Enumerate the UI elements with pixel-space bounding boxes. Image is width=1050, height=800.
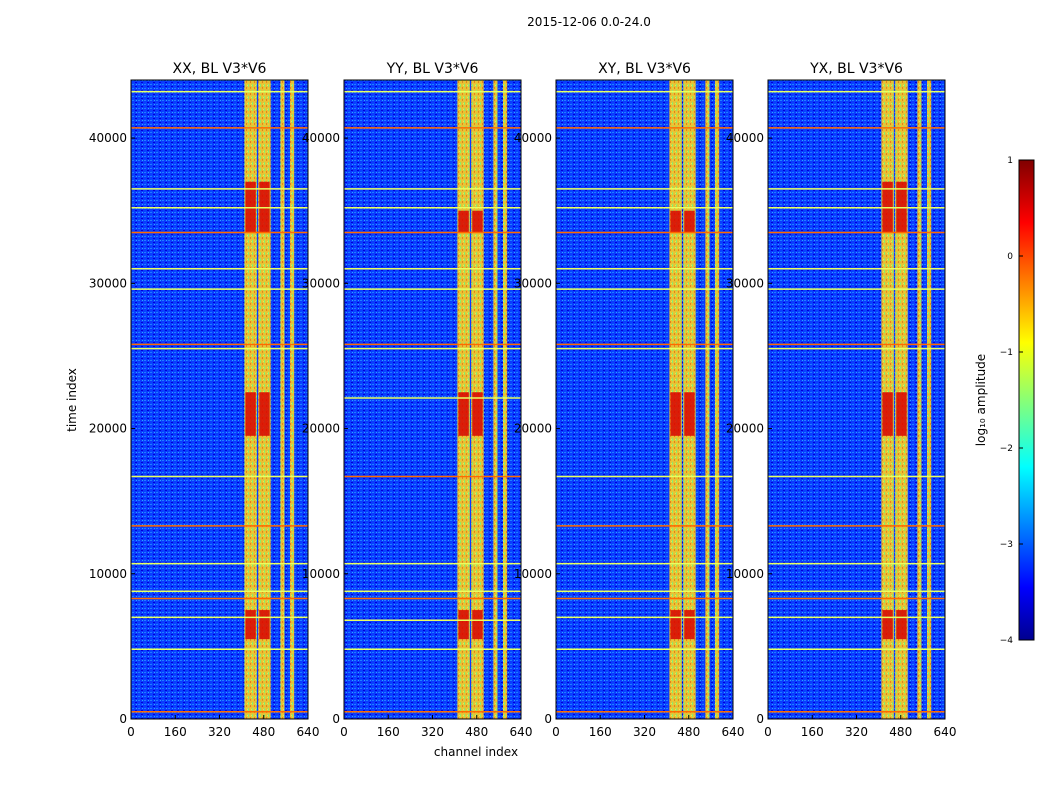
colorbar-tick-label: −1 xyxy=(1000,348,1013,358)
channel-band-4 xyxy=(290,80,295,719)
x-tick-label: 160 xyxy=(801,725,824,739)
y-axis-label: time index xyxy=(65,368,79,432)
x-tick-label: 640 xyxy=(510,725,533,739)
channel-band-4 xyxy=(715,80,720,719)
strong-region-2-1 xyxy=(882,392,893,436)
figure-suptitle: 2015-12-06 0.0-24.0 xyxy=(527,15,651,29)
y-tick-label: 10000 xyxy=(726,567,764,581)
y-tick-label: 10000 xyxy=(89,567,127,581)
y-tick-label: 30000 xyxy=(726,276,764,290)
y-tick-label: 0 xyxy=(119,712,127,726)
x-tick-label: 160 xyxy=(164,725,187,739)
y-tick-label: 30000 xyxy=(514,276,552,290)
panel-3: XY, BL V3*V6 0 160 320 480 640 0 10000 20000 3000… xyxy=(514,61,745,739)
x-tick-label: 320 xyxy=(845,725,868,739)
x-tick-label: 480 xyxy=(465,725,488,739)
x-tick-label: 160 xyxy=(589,725,612,739)
colorbar-gradient xyxy=(1018,159,1035,641)
heatmap-background xyxy=(344,80,521,719)
y-tick-label: 40000 xyxy=(726,131,764,145)
x-tick-label: 640 xyxy=(297,725,320,739)
strong-region-3-1 xyxy=(670,210,681,233)
y-tick-label: 0 xyxy=(756,712,764,726)
y-tick-label: 20000 xyxy=(302,422,340,436)
panels-group: XX, BL V3*V6 0 160 320 480 640 0 10000 20000 3000… xyxy=(89,61,957,739)
x-tick-label: 160 xyxy=(377,725,400,739)
strong-region-1-2 xyxy=(259,610,270,640)
y-tick-label: 30000 xyxy=(89,276,127,290)
panel-title: XX, BL V3*V6 xyxy=(173,61,267,77)
y-tick-label: 0 xyxy=(544,712,552,726)
strong-region-1-1 xyxy=(245,610,256,640)
y-tick-label: 20000 xyxy=(514,422,552,436)
strong-region-2-2 xyxy=(472,392,483,436)
colorbar-tick-label: 0 xyxy=(1007,252,1013,262)
x-tick-label: 320 xyxy=(208,725,231,739)
y-tick-label: 10000 xyxy=(514,567,552,581)
strong-region-1-2 xyxy=(896,610,907,640)
strong-region-3-1 xyxy=(458,210,469,233)
channel-band-3 xyxy=(280,80,285,719)
y-tick-label: 40000 xyxy=(302,131,340,145)
y-tick-label: 20000 xyxy=(89,422,127,436)
heatmap-background xyxy=(131,80,308,719)
strong-region-1-1 xyxy=(882,610,893,640)
y-tick-label: 0 xyxy=(332,712,340,726)
panel-title: YX, BL V3*V6 xyxy=(809,61,903,77)
panel-4: YX, BL V3*V6 0 160 320 480 640 0 10000 20000 3000… xyxy=(726,61,957,739)
panel-title: XY, BL V3*V6 xyxy=(598,61,691,77)
x-tick-label: 640 xyxy=(934,725,957,739)
strong-region-1-2 xyxy=(472,610,483,640)
panel-2: YY, BL V3*V6 0 160 320 480 640 0 10000 20000 3000… xyxy=(302,61,533,739)
y-tick-label: 40000 xyxy=(89,131,127,145)
y-tick-label: 30000 xyxy=(302,276,340,290)
x-tick-label: 0 xyxy=(127,725,135,739)
strong-region-2-1 xyxy=(245,392,256,436)
colorbar-tick-label: 1 xyxy=(1007,156,1013,166)
x-tick-label: 320 xyxy=(633,725,656,739)
x-tick-label: 480 xyxy=(677,725,700,739)
x-tick-label: 640 xyxy=(722,725,745,739)
strong-region-1-1 xyxy=(458,610,469,640)
heatmap-background xyxy=(556,80,733,719)
y-tick-label: 20000 xyxy=(726,422,764,436)
x-tick-label: 320 xyxy=(421,725,444,739)
channel-band-4 xyxy=(503,80,508,719)
channel-band-3 xyxy=(917,80,922,719)
x-tick-label: 480 xyxy=(889,725,912,739)
strong-region-2-1 xyxy=(458,392,469,436)
y-tick-label: 10000 xyxy=(302,567,340,581)
x-tick-label: 0 xyxy=(552,725,560,739)
x-tick-label: 0 xyxy=(340,725,348,739)
colorbar-tick-label: −3 xyxy=(1000,540,1013,550)
panel-1: XX, BL V3*V6 0 160 320 480 640 0 10000 20000 3000… xyxy=(89,61,320,739)
strong-region-2-2 xyxy=(896,392,907,436)
colorbar: 1 0 −1 −2 −3 −4 log₁₀ amplitude xyxy=(974,156,1035,646)
colorbar-tick-label: −4 xyxy=(1000,636,1014,646)
strong-region-2-2 xyxy=(259,392,270,436)
colorbar-ticks: 1 0 −1 −2 −3 −4 xyxy=(1000,156,1023,646)
panel-title: YY, BL V3*V6 xyxy=(386,61,479,77)
strong-region-2-2 xyxy=(684,392,695,436)
x-tick-label: 480 xyxy=(252,725,275,739)
x-axis-label: channel index xyxy=(434,745,518,759)
channel-band-3 xyxy=(705,80,710,719)
y-tick-label: 40000 xyxy=(514,131,552,145)
colorbar-tick-label: −2 xyxy=(1000,444,1013,454)
channel-band-3 xyxy=(493,80,498,719)
strong-region-1-2 xyxy=(684,610,695,640)
colorbar-label: log₁₀ amplitude xyxy=(974,354,988,446)
x-tick-label: 0 xyxy=(764,725,772,739)
strong-region-3-2 xyxy=(472,210,483,233)
heatmap-background xyxy=(768,80,945,719)
strong-region-3-2 xyxy=(684,210,695,233)
strong-region-2-1 xyxy=(670,392,681,436)
channel-band-4 xyxy=(927,80,932,719)
strong-region-1-1 xyxy=(670,610,681,640)
